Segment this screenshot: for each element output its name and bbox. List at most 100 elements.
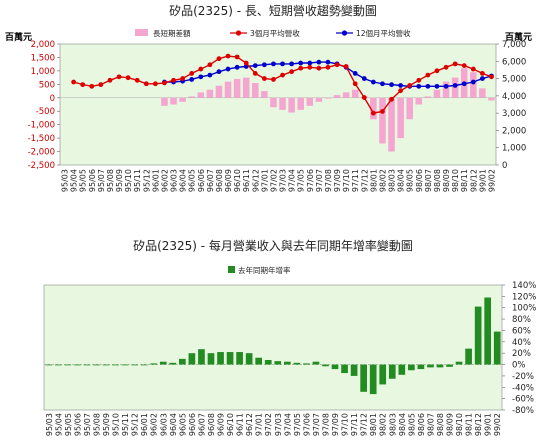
x-tick-label-2: 97/01 <box>255 413 264 436</box>
x-tick-label-2: 95/05 <box>64 413 73 436</box>
x-tick-label-2: 99/01 <box>484 413 493 436</box>
ma3-point <box>271 77 276 82</box>
ma12-point <box>252 63 258 69</box>
right-tick-label: 6,000 <box>502 57 526 67</box>
yoy-bar <box>493 331 501 365</box>
x-tick-label-1: 97/01 <box>260 169 269 192</box>
legend-label-ma3: 3個月平均營收 <box>250 28 300 38</box>
ma12-point <box>280 61 285 67</box>
yoy-bar <box>455 361 463 365</box>
x-tick-label-1: 95/10 <box>124 169 133 192</box>
x-tick-label-1: 96/02 <box>160 169 169 192</box>
x-tick-label-2: 98/05 <box>407 413 416 436</box>
ma3-point <box>280 72 285 78</box>
yoy-bar <box>150 363 158 365</box>
x-tick-label-1: 97/08 <box>324 169 333 192</box>
yoy-bar <box>379 364 387 385</box>
left-tick-label: 2,000 <box>31 40 55 50</box>
yoy-bar <box>188 353 196 365</box>
ma12-point <box>225 66 231 72</box>
diff-bar <box>397 97 404 139</box>
left-tick-label: 1,500 <box>31 53 55 63</box>
yoy-tick-label: 20% <box>512 349 531 359</box>
ma3-point <box>98 82 104 88</box>
ma3-point <box>198 66 204 72</box>
right-axis-unit-1: 百萬元 <box>505 31 532 43</box>
x-tick-label-2: 97/04 <box>283 413 292 436</box>
x-tick-label-1: 96/10 <box>233 169 242 192</box>
right-tick-label: 2,000 <box>502 126 526 136</box>
diff-bar <box>442 81 450 98</box>
ma3-point <box>189 70 195 76</box>
ma12-point <box>398 83 404 88</box>
x-tick-label-1: 98/07 <box>424 169 433 192</box>
yoy-tick-label: -20% <box>512 372 534 382</box>
yoy-tick-label: -60% <box>512 395 534 405</box>
yoy-bar <box>245 353 253 365</box>
x-tick-label-1: 95/05 <box>79 169 88 192</box>
yoy-bar <box>312 361 320 365</box>
yoy-bar <box>64 364 72 366</box>
ma12-point <box>380 81 385 87</box>
yoy-bar <box>341 364 348 374</box>
x-tick-label-2: 97/08 <box>321 413 330 436</box>
yoy-bar <box>465 348 472 365</box>
ma3-point <box>452 61 458 67</box>
yoy-bar <box>369 364 377 395</box>
left-tick-label: -1,500 <box>28 134 55 144</box>
yoy-bar <box>159 361 167 365</box>
yoy-bar <box>274 361 282 365</box>
x-tick-label-2: 96/09 <box>217 413 226 436</box>
ma3-point <box>107 77 113 83</box>
ma3-point <box>389 96 394 102</box>
x-tick-label-2: 97/02 <box>264 413 273 436</box>
ma12-point <box>261 62 267 68</box>
x-tick-label-1: 97/02 <box>269 169 278 192</box>
diff-bar <box>188 96 195 98</box>
ma12-point <box>416 83 422 89</box>
yoy-bar <box>474 306 482 365</box>
ma12-point <box>461 81 467 87</box>
chart-title-1: 矽品(2325) - 長、短期營收趨勢變動圖 <box>169 3 377 18</box>
ma3-point <box>407 83 413 88</box>
diff-bar <box>488 97 495 101</box>
ma12-point <box>271 61 276 67</box>
x-tick-label-2: 98/07 <box>426 413 435 436</box>
diff-bar <box>351 89 359 98</box>
x-tick-label-1: 98/02 <box>378 169 387 192</box>
x-tick-label-2: 97/06 <box>302 413 311 436</box>
right-tick-label: 4,000 <box>502 92 526 102</box>
legend-swatch-diff <box>135 29 148 36</box>
diff-bar <box>424 96 432 98</box>
x-tick-label-1: 96/07 <box>206 169 215 192</box>
ma3-point <box>334 62 340 68</box>
ma12-point <box>452 83 458 88</box>
x-tick-label-1: 99/02 <box>487 169 496 192</box>
ma3-point <box>143 81 149 87</box>
x-tick-label-2: 97/07 <box>312 413 321 436</box>
x-tick-label-2: 96/05 <box>178 413 187 436</box>
legend-marker-ma3 <box>235 30 242 36</box>
diff-bar <box>242 77 250 98</box>
ma12-point <box>352 70 358 76</box>
x-tick-label-1: 95/04 <box>70 169 79 192</box>
x-tick-label-1: 96/06 <box>197 169 206 192</box>
x-tick-label-1: 98/10 <box>451 169 460 192</box>
x-tick-label-2: 96/07 <box>197 413 206 436</box>
diff-bar <box>170 97 177 105</box>
yoy-bar <box>198 349 205 365</box>
yoy-bar <box>140 364 148 366</box>
x-tick-label-2: 99/02 <box>493 413 502 436</box>
x-tick-label-2: 98/11 <box>465 413 474 436</box>
left-tick-label: -2,500 <box>28 161 55 171</box>
x-tick-label-2: 96/03 <box>159 413 168 436</box>
yoy-tick-label: 40% <box>512 338 531 348</box>
yoy-bar <box>350 364 358 376</box>
ma3-point <box>243 60 249 66</box>
ma3-point <box>470 66 476 72</box>
x-tick-label-2: 96/02 <box>150 413 159 436</box>
x-tick-label-1: 97/05 <box>297 169 306 192</box>
x-tick-label-2: 95/04 <box>54 413 63 436</box>
x-tick-label-1: 95/07 <box>97 169 106 192</box>
